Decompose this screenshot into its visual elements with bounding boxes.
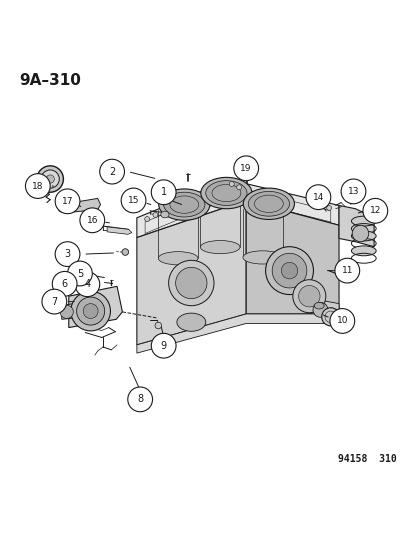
Ellipse shape [242, 251, 282, 264]
Ellipse shape [312, 302, 327, 317]
Ellipse shape [351, 216, 375, 226]
Ellipse shape [83, 304, 98, 319]
Circle shape [236, 185, 241, 190]
Circle shape [229, 182, 234, 187]
Ellipse shape [37, 166, 63, 192]
Text: 16: 16 [86, 216, 98, 225]
Text: 15: 15 [128, 196, 139, 205]
Text: 19: 19 [240, 164, 252, 173]
Text: 13: 13 [347, 187, 358, 196]
Circle shape [145, 216, 149, 222]
Circle shape [329, 309, 354, 333]
Text: 6: 6 [62, 279, 68, 289]
Circle shape [42, 289, 66, 314]
Ellipse shape [280, 262, 297, 279]
Ellipse shape [60, 305, 73, 319]
Polygon shape [73, 198, 100, 212]
Ellipse shape [271, 253, 306, 288]
Text: 4: 4 [84, 279, 90, 289]
Polygon shape [137, 180, 338, 238]
Circle shape [80, 208, 104, 233]
Ellipse shape [168, 260, 214, 306]
Ellipse shape [205, 181, 247, 205]
Polygon shape [246, 200, 338, 314]
Text: 9: 9 [160, 341, 166, 351]
Text: 18: 18 [32, 182, 43, 190]
Circle shape [25, 174, 50, 198]
Circle shape [321, 308, 339, 326]
Circle shape [334, 259, 359, 283]
Text: 1: 1 [160, 187, 166, 197]
Ellipse shape [46, 175, 54, 183]
Polygon shape [305, 297, 338, 318]
Circle shape [75, 272, 100, 297]
Ellipse shape [292, 280, 325, 313]
Ellipse shape [71, 291, 110, 331]
Text: 8: 8 [137, 394, 143, 405]
Ellipse shape [298, 286, 319, 307]
Ellipse shape [313, 302, 323, 309]
Circle shape [100, 159, 124, 184]
Text: 3: 3 [64, 249, 71, 259]
Text: 11: 11 [341, 266, 352, 275]
Polygon shape [69, 286, 122, 328]
Text: 9A–310: 9A–310 [19, 72, 81, 87]
Circle shape [233, 156, 258, 181]
Ellipse shape [158, 252, 197, 265]
Circle shape [55, 242, 80, 266]
Polygon shape [107, 227, 132, 235]
Ellipse shape [265, 247, 313, 295]
Ellipse shape [200, 177, 252, 209]
Ellipse shape [243, 188, 294, 220]
Ellipse shape [200, 240, 240, 254]
Circle shape [340, 179, 365, 204]
Polygon shape [137, 200, 246, 345]
Circle shape [67, 261, 92, 286]
Ellipse shape [76, 297, 104, 325]
Ellipse shape [351, 225, 368, 242]
Ellipse shape [160, 211, 169, 218]
Ellipse shape [248, 191, 289, 216]
Circle shape [122, 249, 128, 255]
Text: 14: 14 [312, 193, 323, 201]
Text: 12: 12 [369, 206, 380, 215]
Ellipse shape [176, 313, 205, 332]
Circle shape [152, 213, 157, 217]
Text: 94158  310: 94158 310 [337, 454, 396, 464]
Text: 10: 10 [336, 317, 347, 326]
Ellipse shape [41, 170, 59, 188]
Circle shape [128, 387, 152, 411]
Circle shape [52, 271, 77, 296]
Ellipse shape [154, 322, 161, 329]
Ellipse shape [163, 192, 204, 217]
Ellipse shape [351, 246, 375, 256]
Text: 5: 5 [76, 269, 83, 279]
Ellipse shape [175, 268, 206, 298]
Polygon shape [62, 304, 73, 319]
Ellipse shape [158, 189, 209, 220]
Ellipse shape [58, 205, 65, 212]
Circle shape [121, 188, 145, 213]
Text: 17: 17 [62, 197, 73, 206]
Circle shape [326, 205, 331, 211]
Polygon shape [137, 314, 338, 353]
Text: 7: 7 [51, 296, 57, 306]
Text: 2: 2 [109, 167, 115, 176]
Ellipse shape [351, 231, 375, 241]
Circle shape [151, 333, 176, 358]
Circle shape [55, 189, 80, 214]
Circle shape [318, 202, 323, 207]
Circle shape [362, 198, 387, 223]
Circle shape [305, 185, 330, 209]
Circle shape [151, 180, 176, 205]
Polygon shape [338, 205, 373, 247]
